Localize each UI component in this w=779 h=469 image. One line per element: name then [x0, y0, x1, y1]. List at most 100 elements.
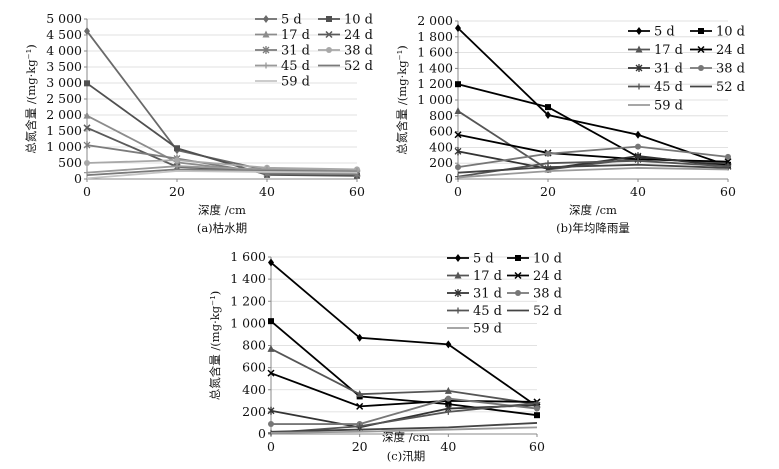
series-59d — [270, 426, 538, 434]
x-tick-label: 0 — [454, 184, 462, 199]
legend-marker — [454, 271, 462, 279]
legend-marker — [697, 45, 705, 54]
legend-label: 45 d — [473, 304, 502, 319]
series-line — [86, 170, 358, 180]
legend-label: 31 d — [654, 62, 683, 77]
y-tick-label: 2 000 — [46, 107, 82, 122]
data-point — [545, 160, 551, 167]
legend-label: 31 d — [281, 44, 310, 59]
y-axis-label: 总氮含量 /(mg·kg⁻¹) — [395, 45, 409, 154]
series-line — [270, 422, 538, 433]
legend-label: 31 d — [473, 287, 502, 302]
data-point — [174, 157, 180, 164]
series-line — [270, 426, 538, 434]
legend-label: 17 d — [654, 43, 683, 58]
y-tick-label: 2 000 — [417, 13, 453, 28]
legend-marker — [455, 307, 461, 314]
y-tick-label: 1 600 — [230, 249, 266, 264]
data-point — [635, 157, 641, 164]
legend-label: 10 d — [533, 252, 562, 267]
legend-marker — [326, 47, 332, 53]
series-line — [457, 167, 729, 179]
series-line — [270, 372, 538, 408]
data-point — [454, 131, 462, 139]
x-tick-label: 0 — [83, 184, 91, 199]
legend-marker — [635, 45, 643, 53]
y-tick-label: 500 — [58, 155, 82, 170]
x-tick-label: 20 — [540, 184, 556, 199]
y-tick-label: 1 000 — [417, 92, 453, 107]
x-tick-label: 40 — [259, 184, 275, 199]
series-17d — [267, 344, 541, 408]
legend: 5 d 10 d 17 d 24 d 31 d 38 d 45 d 52 d 59 d — [628, 25, 745, 114]
series-line — [457, 27, 729, 167]
data-point — [267, 369, 275, 377]
panel-caption: (b)年均降雨量 — [556, 221, 630, 235]
legend-label: 52 d — [533, 304, 562, 319]
data-point — [174, 163, 180, 170]
data-point — [725, 163, 731, 170]
data-point — [83, 141, 91, 150]
series-59d — [86, 170, 358, 180]
legend-label: 17 d — [473, 269, 502, 284]
y-tick-label: 600 — [242, 360, 266, 375]
y-tick-label: 800 — [242, 338, 266, 353]
y-tick-label: 1 500 — [46, 123, 82, 138]
data-point — [268, 258, 274, 267]
legend-label: 52 d — [716, 80, 745, 95]
y-tick-label: 1 600 — [417, 45, 453, 60]
y-axis-label: 总氮含量 /(mg·kg⁻¹) — [208, 291, 222, 400]
series-line — [86, 30, 358, 175]
data-point — [725, 153, 731, 160]
y-tick-label: 1 400 — [417, 60, 453, 75]
legend-label: 38 d — [716, 62, 745, 77]
y-axis-label: 总氮含量 /(mg·kg⁻¹) — [24, 44, 38, 153]
legend-label: 59 d — [281, 75, 310, 90]
data-point — [445, 408, 452, 415]
data-point — [83, 124, 91, 132]
series-line — [86, 159, 358, 171]
data-point — [356, 333, 363, 342]
data-point — [545, 150, 551, 157]
legend-label: 45 d — [281, 59, 310, 74]
series-line — [86, 82, 358, 177]
x-axis-label: 深度 /cm — [198, 203, 246, 217]
data-point — [174, 145, 180, 152]
legend-marker — [514, 271, 522, 280]
y-tick-label: 600 — [429, 124, 453, 139]
legend-marker — [636, 27, 642, 35]
data-point — [635, 130, 641, 139]
y-tick-label: 1 800 — [417, 29, 453, 44]
legend-label: 59 d — [654, 99, 683, 114]
data-point — [455, 81, 461, 88]
y-tick-label: 0 — [258, 426, 266, 441]
data-point — [267, 406, 275, 415]
y-tick-label: 200 — [242, 404, 266, 419]
legend-label: 5 d — [654, 25, 675, 40]
legend-marker — [636, 83, 642, 90]
legend-label: 52 d — [344, 59, 373, 74]
series-line — [86, 165, 358, 174]
y-tick-label: 1 000 — [230, 315, 266, 330]
y-tick-label: 400 — [429, 139, 453, 154]
data-point — [455, 24, 461, 33]
y-tick-label: 1 400 — [230, 271, 266, 286]
data-point — [267, 344, 275, 352]
data-point — [545, 111, 551, 120]
legend-marker — [454, 289, 462, 297]
series-line — [270, 261, 538, 408]
series-line — [457, 145, 729, 169]
legend-label: 24 d — [716, 43, 745, 58]
data-point — [534, 405, 540, 412]
data-point — [635, 143, 641, 150]
series-38d — [455, 143, 731, 171]
series-line — [86, 144, 358, 176]
y-tick-label: 3 000 — [46, 75, 82, 90]
data-point — [534, 412, 540, 419]
y-tick-label: 0 — [445, 171, 453, 186]
legend-marker — [698, 65, 704, 71]
legend-marker — [262, 30, 270, 38]
data-point — [444, 386, 452, 394]
series-line — [457, 133, 729, 163]
